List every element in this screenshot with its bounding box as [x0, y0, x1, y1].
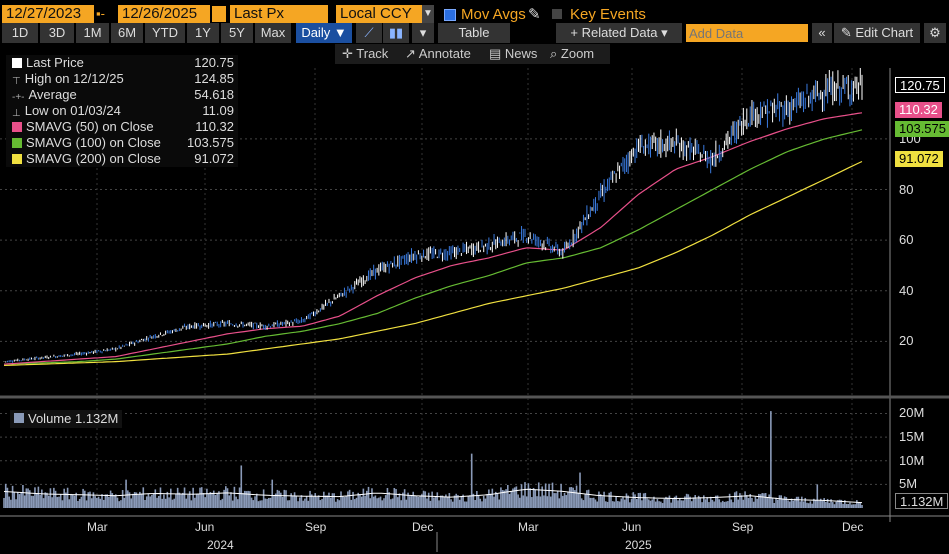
sma200-tag: 91.072: [895, 151, 943, 167]
start-date-field[interactable]: 12/27/2023: [2, 5, 94, 23]
x-month-label: Dec: [412, 520, 434, 534]
range-button-5y[interactable]: 5Y: [221, 23, 253, 43]
legend-value: 103.575: [187, 135, 234, 150]
range-button-1y[interactable]: 1Y: [187, 23, 219, 43]
volume-legend: Volume 1.132M: [10, 410, 123, 428]
x-month-label: Sep: [732, 520, 754, 534]
y-tick-label: 40: [899, 282, 914, 298]
legend-value: 110.32: [195, 119, 234, 134]
legend-swatch: [12, 138, 22, 148]
legend-row: -+- Average 54.618: [6, 87, 238, 103]
settings-gear-icon[interactable]: ⚙: [924, 23, 946, 43]
y-tick-label: 20: [899, 333, 914, 349]
currency-select[interactable]: Local CCY: [336, 5, 422, 23]
legend-swatch: [12, 58, 22, 68]
legend-row: Last Price 120.75: [6, 55, 238, 71]
volume-tick-label: 5M: [899, 476, 918, 492]
legend-value: 11.09: [202, 103, 234, 118]
candle-chart-icon[interactable]: ▮▮: [383, 23, 409, 43]
annotate-icon: ↗: [405, 46, 419, 61]
last-price-tag: 120.75: [895, 77, 945, 93]
mov-avgs-checkbox[interactable]: [444, 9, 456, 21]
annotate-tool[interactable]: ↗ Annotate: [405, 46, 471, 61]
legend-value: 54.618: [194, 87, 234, 102]
track-tool[interactable]: ✛ Track: [342, 46, 389, 61]
legend-row: SMAVG (50) on Close 110.32: [6, 119, 238, 135]
calendar-icon[interactable]: [212, 6, 226, 22]
legend-name: SMAVG (50) on Close: [26, 119, 154, 134]
end-date-field[interactable]: 12/26/2025: [118, 5, 210, 23]
legend-swatch: [12, 154, 22, 164]
range-button-6m[interactable]: 6M: [111, 23, 143, 43]
legend-row: ⊤ High on 12/12/25 124.85: [6, 71, 238, 87]
edit-chart-button[interactable]: ✎ Edit Chart: [834, 23, 920, 43]
table-button[interactable]: Table: [438, 23, 510, 43]
legend-name: SMAVG (200) on Close: [26, 151, 161, 166]
x-month-label: Dec: [842, 520, 864, 534]
mov-avgs-label: Mov Avgs: [461, 6, 526, 23]
x-month-label: Jun: [195, 520, 215, 534]
x-month-label: Mar: [87, 520, 108, 534]
y-tick-label: 60: [899, 232, 914, 248]
date-separator: ▪-: [96, 6, 105, 21]
range-button-ytd[interactable]: YTD: [145, 23, 185, 43]
legend-value: 120.75: [194, 55, 234, 70]
key-events-checkbox[interactable]: [552, 9, 562, 19]
sma100-tag: 103.575: [895, 121, 949, 137]
currency-dropdown-chevron-icon[interactable]: ▼: [422, 5, 434, 23]
pencil-icon[interactable]: ✎: [528, 6, 541, 23]
x-month-label: Sep: [305, 520, 327, 534]
legend-name: Average: [28, 87, 77, 102]
x-year-label: 2025: [625, 538, 652, 552]
zoom-tool[interactable]: ⌕ Zoom: [550, 46, 595, 61]
chart-type-dropdown[interactable]: ▾: [412, 23, 434, 43]
legend-value: 91.072: [194, 151, 234, 166]
legend-name: Low on 01/03/24: [24, 103, 121, 118]
line-chart-icon[interactable]: ⟋: [356, 23, 382, 43]
x-year-label: 2024: [207, 538, 234, 552]
legend-marker-icon: ⊤: [12, 76, 21, 87]
volume-swatch: [14, 413, 24, 423]
volume-average-line: [3, 488, 863, 504]
field-select[interactable]: Last Px: [230, 5, 328, 23]
legend-marker-icon: ⊥: [12, 108, 21, 119]
period-select[interactable]: Daily ▼: [296, 23, 352, 43]
related-data-button[interactable]: + Related Data ▾: [556, 23, 682, 43]
legend-name: SMAVG (100) on Close: [26, 135, 161, 150]
y-tick-label: 80: [899, 181, 914, 197]
legend-value: 124.85: [194, 71, 234, 86]
volume-last-tag: 1.132M: [895, 493, 949, 509]
zoom-icon: ⌕: [550, 46, 561, 61]
legend-row: ⊥ Low on 01/03/24 11.09: [6, 103, 238, 119]
range-button-3d[interactable]: 3D: [40, 23, 74, 43]
legend-swatch: [12, 122, 22, 132]
range-button-max[interactable]: Max: [255, 23, 291, 43]
sma50-tag: 110.32: [895, 102, 942, 118]
legend-name: High on 12/12/25: [24, 71, 124, 86]
legend-row: SMAVG (200) on Close 91.072: [6, 151, 238, 167]
volume-tick-label: 20M: [899, 405, 925, 421]
crosshair-icon: ✛: [342, 46, 357, 61]
range-button-1d[interactable]: 1D: [2, 23, 38, 43]
legend-marker-icon: -+-: [12, 92, 25, 103]
legend-row: SMAVG (100) on Close 103.575: [6, 135, 238, 151]
key-events-label: Key Events: [570, 6, 646, 23]
volume-tick-label: 15M: [899, 429, 925, 445]
legend-name: Last Price: [26, 55, 84, 70]
x-month-label: Mar: [518, 520, 539, 534]
news-icon: ▤: [489, 46, 505, 61]
sma200-line: [3, 160, 863, 366]
collapse-chevron-icon[interactable]: «: [812, 23, 832, 43]
x-month-label: Jun: [622, 520, 642, 534]
volume-tick-label: 10M: [899, 452, 925, 468]
chart-legend: Last Price 120.75 ⊤ High on 12/12/25 124.85-…: [6, 55, 238, 167]
add-data-input[interactable]: [686, 24, 808, 42]
news-tool[interactable]: ▤ News: [489, 46, 538, 61]
chart-tools-bar: [335, 44, 610, 64]
range-button-1m[interactable]: 1M: [76, 23, 109, 43]
